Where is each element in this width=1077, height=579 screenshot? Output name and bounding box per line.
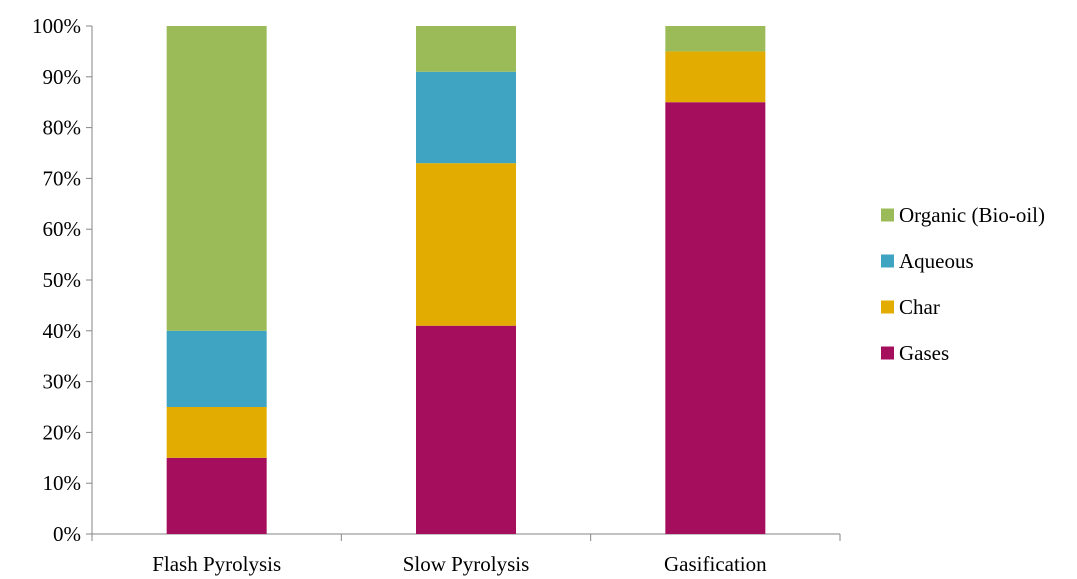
y-tick-label: 80% xyxy=(43,116,82,140)
axes: 0% 10% 20% 30% 40% 50% 60% 70% 80% 90% 100% Flash P… xyxy=(32,14,841,576)
y-tick-label: 20% xyxy=(43,420,82,444)
y-tick-label: 60% xyxy=(43,217,82,241)
bar-segment xyxy=(665,26,766,52)
bar-segment xyxy=(166,457,267,534)
bar-segment xyxy=(416,325,516,534)
x-category-label: Flash Pyrolysis xyxy=(152,552,281,576)
legend: Organic (Bio-oil) Aqueous Char Gases xyxy=(881,203,1045,365)
bar-segment xyxy=(416,71,516,164)
legend-swatch xyxy=(881,208,894,222)
legend-swatch xyxy=(881,346,894,360)
legend-label: Aqueous xyxy=(899,249,974,273)
legend-label: Char xyxy=(899,295,940,319)
bar-segment xyxy=(665,51,766,103)
bar-segment xyxy=(665,102,766,534)
bars xyxy=(166,26,766,534)
y-tick-label: 50% xyxy=(43,268,82,292)
legend-swatch xyxy=(881,300,894,314)
bar-segment xyxy=(416,26,516,72)
x-category-label: Gasification xyxy=(664,552,767,576)
y-tick-label: 100% xyxy=(32,14,81,38)
bar-segment xyxy=(416,163,516,326)
legend-label: Gases xyxy=(899,341,949,365)
legend-swatch xyxy=(881,254,894,268)
y-tick-label: 30% xyxy=(43,370,82,394)
y-tick-label: 10% xyxy=(43,471,82,495)
legend-label: Organic (Bio-oil) xyxy=(899,203,1045,227)
y-tick-label: 70% xyxy=(43,166,82,190)
x-category-label: Slow Pyrolysis xyxy=(403,552,530,576)
bar-segment xyxy=(166,330,267,407)
y-tick-label: 0% xyxy=(53,522,81,546)
y-tick-label: 40% xyxy=(43,319,82,343)
y-tick-label: 90% xyxy=(43,65,82,89)
bar-segment xyxy=(166,26,267,331)
bar-segment xyxy=(166,407,267,458)
